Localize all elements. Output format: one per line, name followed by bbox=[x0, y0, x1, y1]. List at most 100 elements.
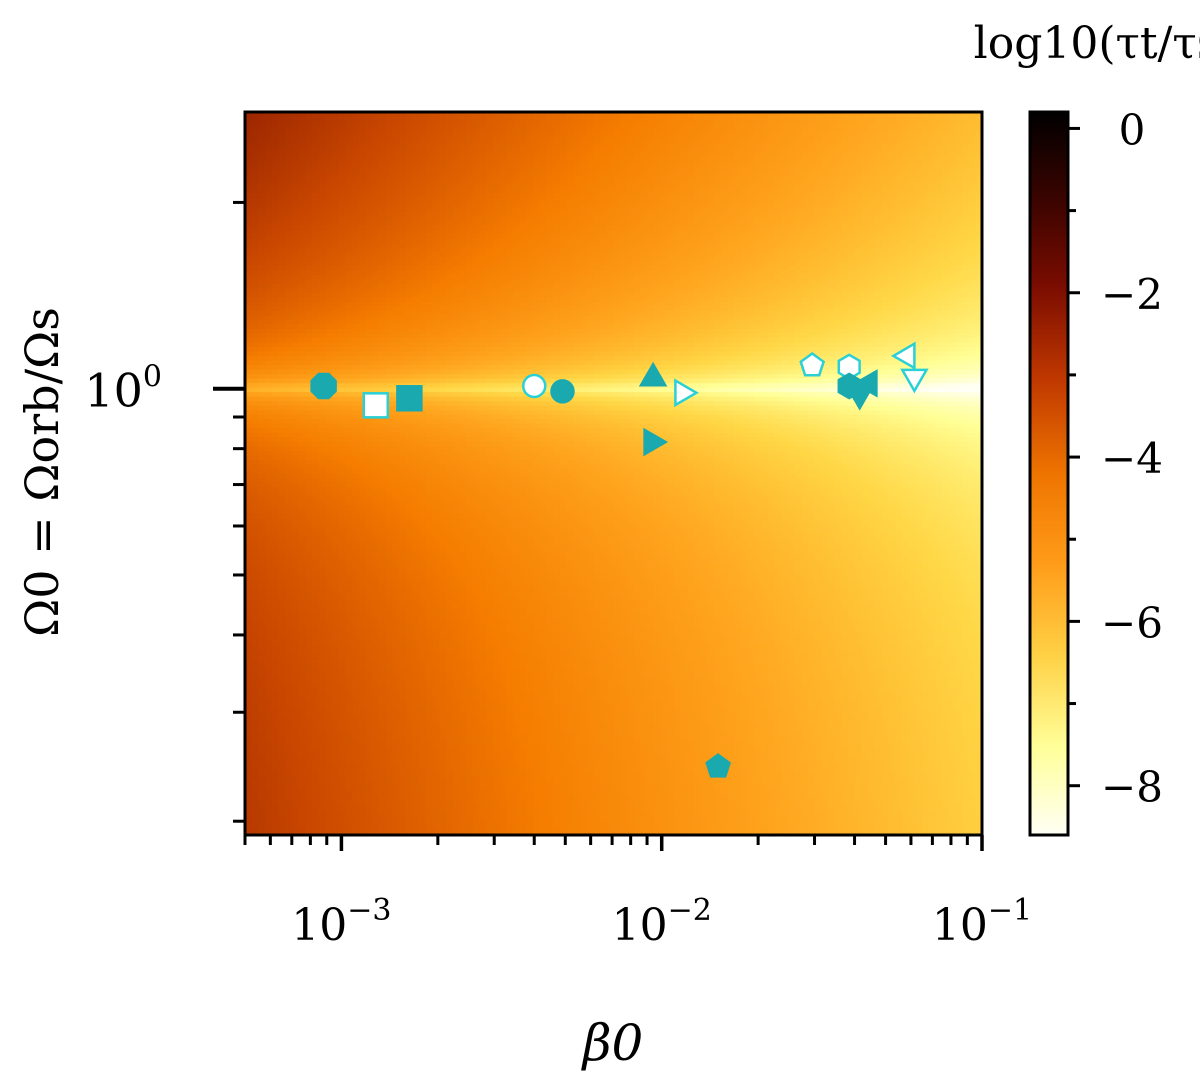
heatmap-cell bbox=[265, 816, 273, 823]
heatmap-cell bbox=[338, 600, 347, 606]
heatmap-cell bbox=[338, 365, 347, 371]
heatmap-cell bbox=[379, 482, 387, 488]
heatmap-cell bbox=[291, 631, 300, 637]
heatmap-cell bbox=[285, 581, 293, 588]
heatmap-cell bbox=[425, 152, 434, 158]
heatmap-cell bbox=[392, 816, 400, 823]
heatmap-cell bbox=[325, 830, 333, 835]
heatmap-cell bbox=[405, 780, 414, 786]
heatmap-cell bbox=[439, 337, 447, 344]
heatmap-cell bbox=[245, 676, 253, 682]
heatmap-cell bbox=[318, 464, 326, 470]
heatmap-cell bbox=[385, 197, 393, 203]
heatmap-cell bbox=[338, 292, 347, 298]
heatmap-cell bbox=[358, 590, 367, 597]
heatmap-cell bbox=[372, 333, 380, 339]
heatmap-cell bbox=[285, 825, 293, 832]
heatmap-cell bbox=[318, 206, 326, 213]
heatmap-cell bbox=[245, 270, 253, 276]
heatmap-cell bbox=[271, 550, 280, 556]
heatmap-cell bbox=[271, 563, 280, 569]
heatmap-cell bbox=[432, 369, 440, 375]
heatmap-cell bbox=[379, 509, 387, 515]
heatmap-cell bbox=[425, 568, 434, 574]
heatmap-cell bbox=[352, 518, 360, 524]
heatmap-cell bbox=[325, 744, 333, 750]
heatmap-cell bbox=[432, 405, 440, 411]
heatmap-cell bbox=[291, 369, 300, 375]
heatmap-cell bbox=[258, 640, 266, 646]
heatmap-cell bbox=[251, 378, 259, 384]
heatmap-cell bbox=[271, 717, 280, 723]
heatmap-cell bbox=[278, 283, 286, 289]
heatmap-cell bbox=[365, 776, 373, 782]
heatmap-cell bbox=[318, 161, 326, 167]
heatmap-cell bbox=[271, 771, 280, 777]
heatmap-cell bbox=[412, 758, 420, 764]
heatmap-cell bbox=[439, 785, 447, 791]
heatmap-cell bbox=[305, 590, 313, 597]
heatmap-cell bbox=[419, 148, 427, 154]
heatmap-cell bbox=[392, 410, 400, 416]
heatmap-cell bbox=[332, 798, 340, 804]
heatmap-cell bbox=[258, 261, 266, 267]
heatmap-cell bbox=[251, 437, 259, 443]
heatmap-cell bbox=[372, 771, 380, 777]
heatmap-cell bbox=[405, 758, 414, 764]
heatmap-cell bbox=[338, 703, 347, 710]
heatmap-cell bbox=[345, 717, 353, 723]
heatmap-cell bbox=[405, 125, 414, 131]
heatmap-cell bbox=[245, 794, 253, 800]
heatmap-cell bbox=[365, 640, 373, 646]
heatmap-cell bbox=[285, 229, 293, 235]
heatmap-cell bbox=[298, 780, 306, 786]
heatmap-cell bbox=[251, 487, 259, 493]
heatmap-cell bbox=[332, 559, 340, 565]
heatmap-cell bbox=[271, 310, 280, 316]
heatmap-cell bbox=[412, 676, 420, 682]
heatmap-cell bbox=[399, 161, 407, 167]
heatmap-cell bbox=[258, 121, 266, 127]
heatmap-cell bbox=[318, 712, 326, 719]
heatmap-cell bbox=[385, 265, 393, 271]
heatmap-cell bbox=[365, 685, 373, 691]
heatmap-cell bbox=[291, 387, 300, 393]
heatmap-cell bbox=[245, 586, 253, 592]
heatmap-cell bbox=[291, 595, 300, 601]
heatmap-cell bbox=[352, 798, 360, 804]
heatmap-cell bbox=[385, 243, 393, 249]
heatmap-cell bbox=[439, 581, 447, 588]
heatmap-cell bbox=[258, 645, 266, 651]
heatmap-cell bbox=[332, 319, 340, 325]
heatmap-cell bbox=[379, 243, 387, 249]
heatmap-cell bbox=[298, 383, 306, 389]
heatmap-cell bbox=[352, 247, 360, 253]
heatmap-cell bbox=[345, 581, 353, 588]
heatmap-cell bbox=[379, 767, 387, 773]
heatmap-cell bbox=[338, 179, 347, 185]
heatmap-cell bbox=[412, 315, 420, 321]
heatmap-cell bbox=[312, 288, 320, 294]
heatmap-cell bbox=[419, 342, 427, 348]
heatmap-cell bbox=[271, 600, 280, 606]
heatmap-cell bbox=[379, 645, 387, 651]
heatmap-cell bbox=[392, 568, 400, 574]
heatmap-cell bbox=[412, 600, 420, 606]
heatmap-cell bbox=[325, 550, 333, 556]
heatmap-cell bbox=[298, 803, 306, 809]
heatmap-cell bbox=[305, 121, 313, 127]
heatmap-cell bbox=[399, 550, 407, 556]
heatmap-cell bbox=[332, 509, 340, 515]
heatmap-cell bbox=[265, 487, 273, 493]
heatmap-cell bbox=[345, 663, 353, 669]
heatmap-cell bbox=[405, 211, 414, 217]
heatmap-cell bbox=[285, 342, 293, 348]
heatmap-cell bbox=[392, 473, 400, 479]
heatmap-cell bbox=[312, 482, 320, 488]
heatmap-cell bbox=[265, 722, 273, 728]
heatmap-cell bbox=[358, 333, 367, 339]
heatmap-cell bbox=[399, 356, 407, 362]
heatmap-cell bbox=[419, 604, 427, 610]
heatmap-cell bbox=[245, 261, 253, 267]
heatmap-cell bbox=[245, 383, 253, 389]
